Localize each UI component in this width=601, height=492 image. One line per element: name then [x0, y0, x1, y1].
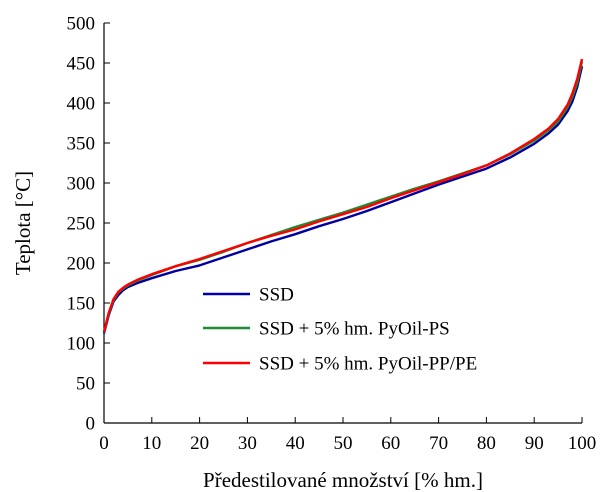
plot-lines: [102, 58, 584, 334]
x-tick-label: 40: [286, 433, 305, 454]
y-tick-label: 250: [67, 214, 96, 235]
series-line-2: [102, 61, 584, 333]
legend-label-2: SSD + 5% hm. PyOil-PS: [259, 319, 450, 340]
y-tick-label: 300: [67, 174, 96, 195]
y-axis-title: Teplota [°C]: [11, 171, 35, 275]
x-tick-label: 10: [142, 433, 161, 454]
x-axis-title: Předestilované množství [% hm.]: [203, 468, 483, 492]
x-tick-label: 80: [477, 433, 496, 454]
y-tick-label: 350: [67, 134, 96, 155]
y-tick-label: 50: [76, 374, 95, 395]
series-line-3: [102, 58, 584, 333]
y-tick-label: 0: [86, 414, 96, 435]
y-tick-label: 200: [67, 254, 96, 275]
y-tick-label: 150: [67, 294, 96, 315]
x-tick-label: 20: [190, 433, 209, 454]
series-line-1: [102, 65, 584, 334]
legend-label-1: SSD: [259, 285, 294, 306]
x-tick-label: 100: [568, 433, 597, 454]
x-tick-label: 50: [334, 433, 353, 454]
y-tick-label: 450: [67, 54, 96, 75]
x-tick-label: 0: [99, 433, 109, 454]
y-tick-label: 400: [67, 94, 96, 115]
y-tick-label: 500: [67, 14, 96, 35]
x-tick-label: 90: [525, 433, 544, 454]
x-tick-label: 30: [238, 433, 257, 454]
legend-label-3: SSD + 5% hm. PyOil-PP/PE: [259, 354, 477, 375]
x-tick-label: 70: [429, 433, 448, 454]
axes: 0 50 100 150 200 250 300 350 400 450 500 0 10 20 30 40 5…: [67, 14, 597, 455]
legend: SSD SSD + 5% hm. PyOil-PS SSD + 5% hm. PyO…: [203, 285, 477, 375]
y-tick-label: 100: [67, 334, 96, 355]
x-tick-label: 60: [381, 433, 400, 454]
